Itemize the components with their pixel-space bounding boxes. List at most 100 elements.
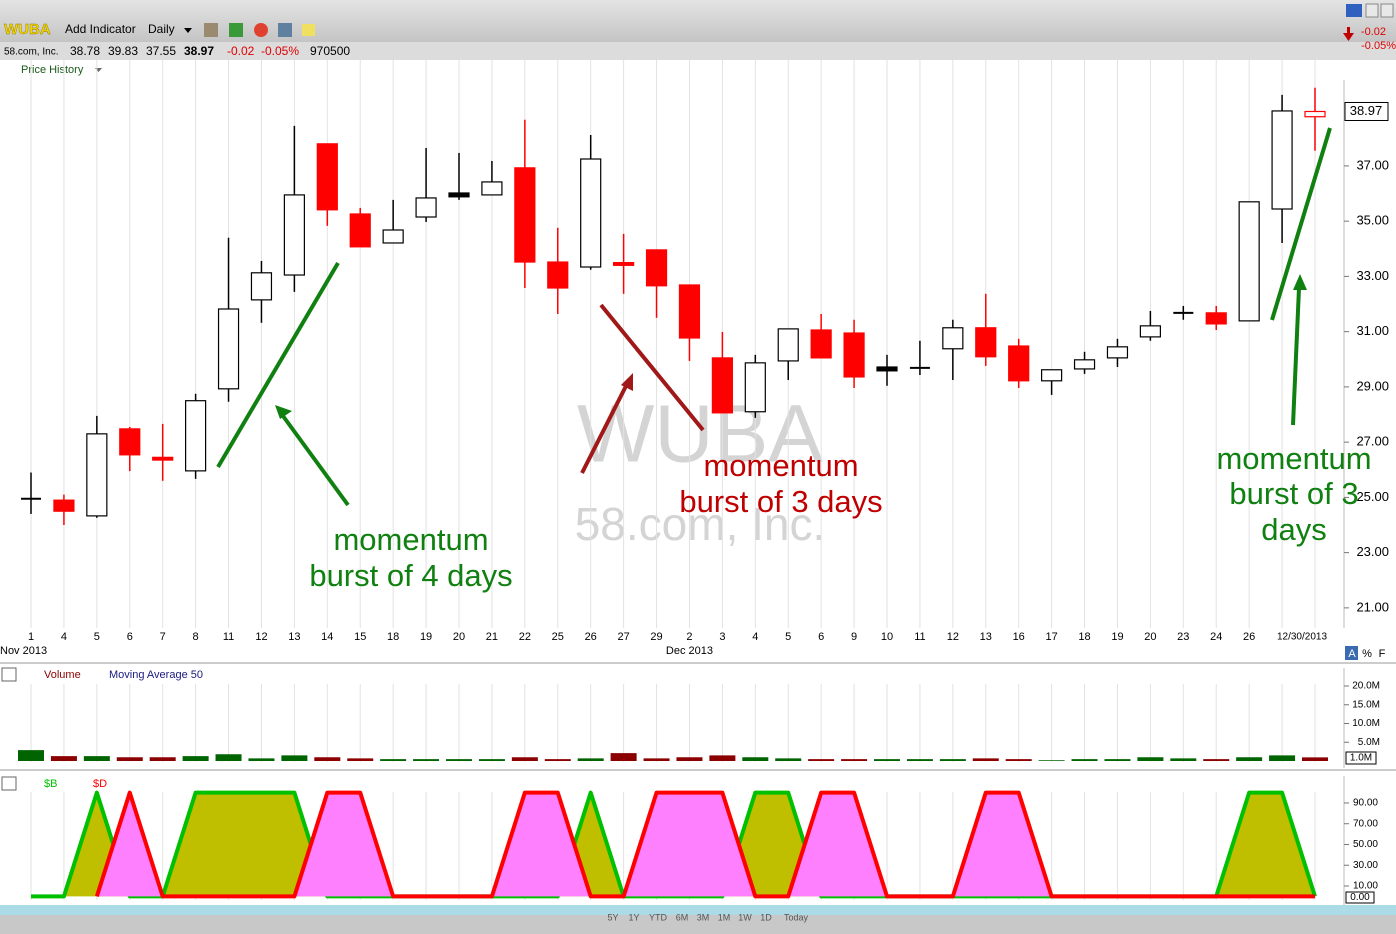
menu-button[interactable] [1365, 3, 1379, 18]
range-button[interactable]: 3M [697, 912, 710, 922]
y-tick-label: 30.00 [1353, 860, 1378, 871]
range-button[interactable]: 5Y [607, 912, 618, 922]
candle-body [86, 433, 108, 517]
x-tick-label: 17 [1045, 631, 1057, 643]
x-tick-label: 8 [193, 631, 199, 643]
tool-icon[interactable] [254, 23, 268, 37]
volume-bar [544, 759, 571, 761]
trend-line [1270, 127, 1332, 321]
x-tick-label: 12 [947, 631, 959, 643]
volume-bar [906, 759, 933, 761]
tool-icon[interactable] [278, 23, 292, 37]
period[interactable]: Daily [148, 22, 175, 36]
quote-high: 39.83 [108, 44, 138, 58]
scale-button[interactable]: F [1379, 648, 1386, 660]
candle-body [1041, 369, 1063, 382]
range-button[interactable]: 1M [718, 912, 731, 922]
current-value: 1.0M [1350, 753, 1372, 764]
tool-icon[interactable] [302, 24, 315, 36]
scroll-bar[interactable] [0, 905, 1396, 915]
candle-body [547, 261, 569, 289]
legend-label[interactable]: Volume [44, 669, 81, 681]
range-button[interactable]: 1D [760, 912, 772, 922]
tool-icon[interactable] [204, 23, 218, 37]
y-tick-label: 70.00 [1353, 818, 1378, 829]
volume-bar [841, 759, 868, 761]
x-tick-label: 10 [881, 631, 893, 643]
symbol[interactable]: WUBA [4, 21, 51, 38]
volume-bar [1203, 759, 1230, 761]
candle-body [53, 499, 75, 512]
x-tick-label: 3 [719, 631, 725, 643]
x-tick-label: 2 [686, 631, 692, 643]
scale-button[interactable]: % [1362, 648, 1372, 660]
x-tick-label: 11 [223, 631, 234, 643]
x-tick-label: 13 [980, 631, 992, 643]
volume-bar [874, 759, 900, 761]
candle-body [349, 213, 371, 248]
tool-icon[interactable] [229, 23, 243, 37]
volume-bar [1104, 759, 1131, 761]
volume-bar [446, 759, 472, 761]
candle-body [481, 181, 503, 196]
range-button[interactable]: 1Y [628, 912, 639, 922]
volume-bar [314, 757, 341, 761]
range-button[interactable]: 6M [676, 912, 689, 922]
close-button[interactable] [1, 667, 17, 682]
current-value: 0.00 [1350, 892, 1370, 903]
candle-body [810, 329, 832, 359]
legend-label[interactable]: Moving Average 50 [109, 669, 203, 681]
candle-body [217, 308, 240, 390]
legend-label[interactable]: $B [44, 778, 57, 790]
range-button[interactable]: Today [784, 912, 809, 922]
x-tick-label: 14 [321, 631, 333, 643]
candle-body [1106, 346, 1129, 359]
candle-body [942, 327, 964, 350]
scale-button[interactable]: A [1348, 648, 1356, 660]
y-tick-label: 15.0M [1352, 699, 1380, 710]
range-button[interactable]: 1W [738, 912, 752, 922]
trend-line [599, 303, 705, 432]
current-value-box [1345, 751, 1377, 765]
scale-button-bg [1345, 646, 1358, 660]
quote-open: 38.78 [70, 44, 100, 58]
volume-bar [18, 750, 44, 761]
candle-body [744, 362, 766, 413]
x-tick-label: 6 [818, 631, 824, 643]
y-tick-label: 10.00 [1353, 881, 1378, 892]
volume-bar [380, 759, 407, 761]
menu-button[interactable] [1380, 3, 1394, 18]
indicator-area [31, 792, 1315, 897]
x-tick-label: 29 [650, 631, 662, 643]
volume-bar [775, 758, 802, 761]
last-price-box [1344, 101, 1389, 121]
menu-button[interactable] [1346, 4, 1362, 17]
indicator-area [96, 792, 1315, 897]
add-indicator[interactable]: Add Indicator [65, 22, 136, 36]
legend-label[interactable]: $D [93, 778, 107, 790]
dropdown-arrow[interactable] [184, 28, 192, 33]
panel-label[interactable]: Price History [21, 64, 84, 76]
side-change-pct: -0.05% [1361, 40, 1396, 52]
candle-body [678, 284, 701, 339]
volume-bar [577, 758, 604, 761]
month-label: Dec 2013 [666, 645, 713, 657]
annotation: burst of 3 days [679, 484, 882, 519]
x-tick-label: 22 [519, 631, 531, 643]
y-tick-label: 25.00 [1356, 489, 1389, 504]
range-button[interactable]: YTD [649, 912, 668, 922]
x-tick-label: 4 [752, 631, 758, 643]
side-change: -0.02 [1361, 26, 1386, 38]
volume-bar [939, 759, 966, 761]
volume-bar [676, 757, 703, 761]
annotation-drawings [216, 127, 1332, 507]
candle-body [514, 167, 536, 263]
x-tick-label: 20 [1144, 631, 1156, 643]
arrow-head [275, 405, 292, 419]
close-button[interactable] [1, 776, 17, 791]
arrow-head [1293, 274, 1307, 290]
x-tick-label: 20 [453, 631, 465, 643]
x-tick-label: 6 [127, 631, 133, 643]
